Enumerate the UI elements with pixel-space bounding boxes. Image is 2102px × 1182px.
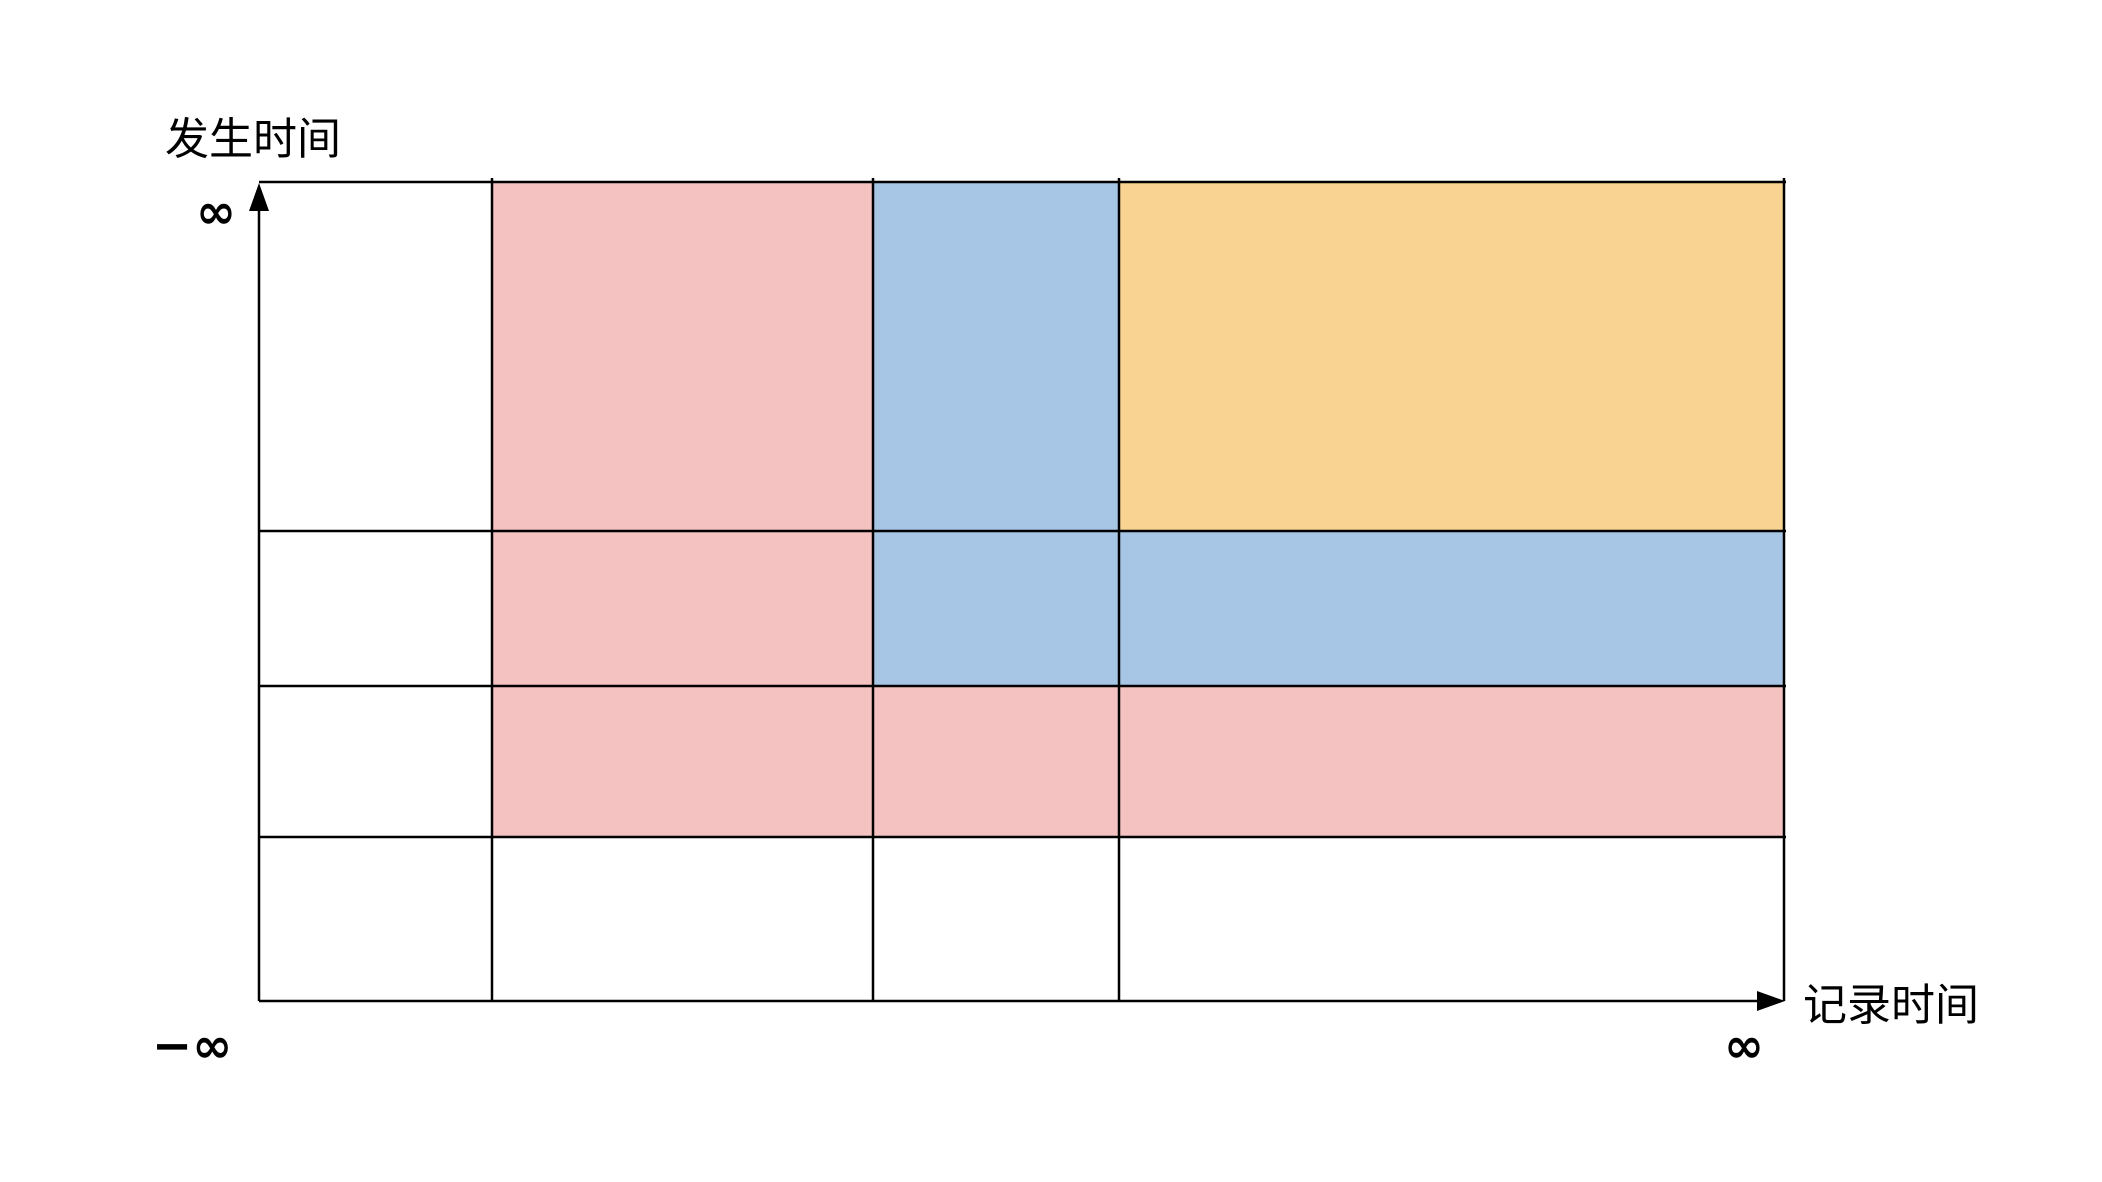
y-axis-arrow-icon	[249, 183, 269, 211]
x-axis-max-label: ∞	[1724, 1018, 1764, 1074]
grid-lines	[257, 178, 1786, 1003]
region-orange	[1119, 182, 1784, 531]
y-axis-label: 发生时间	[165, 114, 341, 165]
region-pink-column	[492, 182, 873, 837]
x-axis-label: 记录时间	[1803, 980, 1979, 1031]
x-axis-arrow-icon	[1757, 991, 1785, 1011]
y-axis-max-label: ∞	[196, 184, 236, 240]
region-blue-column	[873, 182, 1119, 686]
region-blue-row	[1119, 531, 1784, 686]
y-axis-min-label: −∞	[152, 1018, 232, 1074]
region-pink-row	[873, 686, 1784, 837]
